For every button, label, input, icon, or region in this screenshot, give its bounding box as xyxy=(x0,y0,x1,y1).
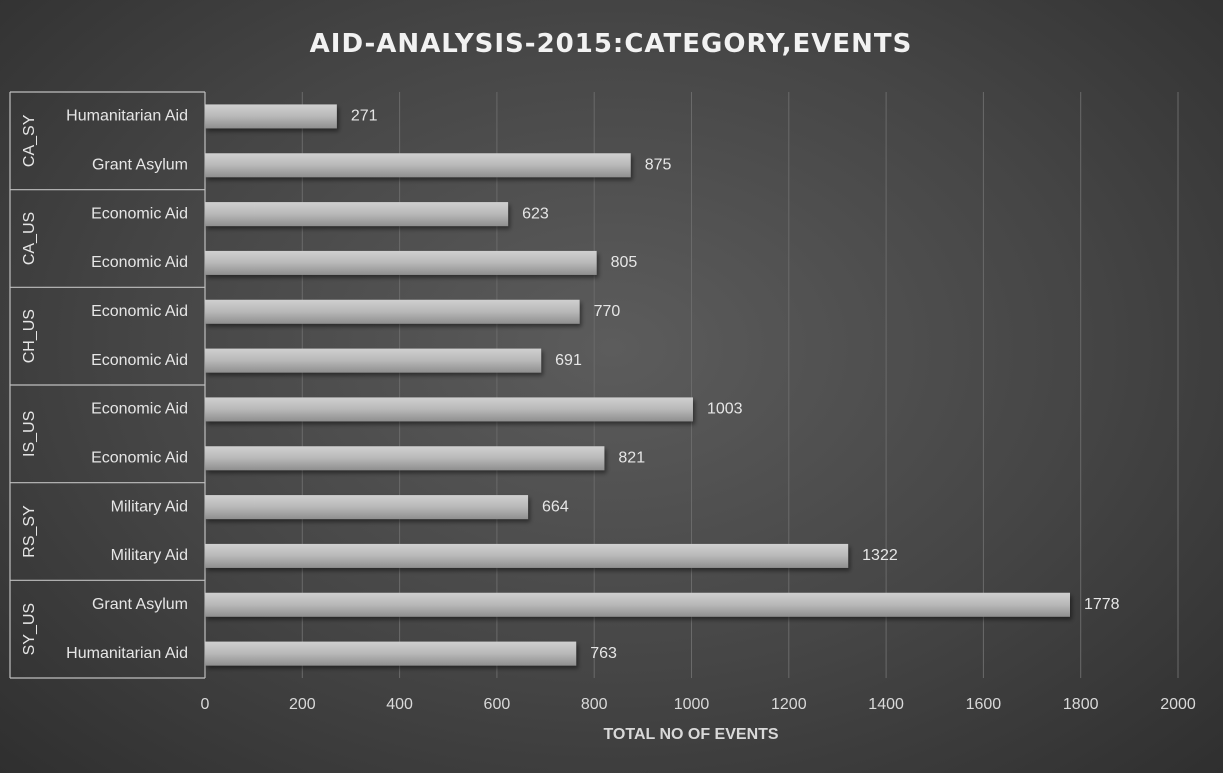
category-label: Grant Asylum xyxy=(92,596,188,613)
x-tick-label: 200 xyxy=(289,696,316,713)
x-tick-label: 1800 xyxy=(1063,696,1099,713)
x-tick-label: 2000 xyxy=(1160,696,1196,713)
x-axis-label: TOTAL NO OF EVENTS xyxy=(603,726,778,743)
group-label: CH_US xyxy=(21,309,38,363)
label-layer: CA_SY CA_US CH_US IS_US RS_SY SY_US Humanitari… xyxy=(21,108,1119,662)
bar xyxy=(205,348,542,373)
category-label: Economic Aid xyxy=(91,352,188,369)
category-label: Economic Aid xyxy=(91,449,188,466)
bar xyxy=(205,104,337,129)
category-label: Economic Aid xyxy=(91,254,188,271)
data-label: 664 xyxy=(542,498,569,515)
bar xyxy=(205,592,1070,617)
data-label: 821 xyxy=(618,449,645,466)
category-label: Military Aid xyxy=(111,547,188,564)
x-tick-label: 800 xyxy=(581,696,608,713)
bar xyxy=(205,446,605,471)
data-label: 1322 xyxy=(862,547,898,564)
group-label: RS_SY xyxy=(21,505,38,558)
group-label: IS_US xyxy=(21,411,38,457)
bar xyxy=(205,543,849,568)
bar xyxy=(205,641,577,666)
chart-title: AID-ANALYSIS-2015:CATEGORY,EVENTS xyxy=(310,29,913,59)
x-tick-label: 400 xyxy=(386,696,413,713)
category-label: Military Aid xyxy=(111,498,188,515)
bar-layer xyxy=(205,104,1070,666)
group-label: CA_SY xyxy=(21,114,38,167)
bar xyxy=(205,153,631,178)
bar xyxy=(205,397,693,422)
x-tick-label: 1000 xyxy=(674,696,710,713)
grid-layer xyxy=(301,92,1179,678)
x-tick-label: 1200 xyxy=(771,696,807,713)
bar xyxy=(205,495,529,520)
data-label: 770 xyxy=(594,303,621,320)
category-label: Humanitarian Aid xyxy=(66,645,188,662)
category-label: Economic Aid xyxy=(91,205,188,222)
category-label: Economic Aid xyxy=(91,303,188,320)
data-label: 805 xyxy=(611,254,638,271)
x-tick-label: 600 xyxy=(484,696,511,713)
category-label: Economic Aid xyxy=(91,401,188,418)
data-label: 875 xyxy=(645,156,672,173)
bar xyxy=(205,250,597,275)
bar xyxy=(205,202,509,227)
bar xyxy=(205,299,580,324)
x-tick-label: 1600 xyxy=(966,696,1002,713)
x-tick-label: 0 xyxy=(201,696,210,713)
group-label: SY_US xyxy=(21,603,38,655)
data-label: 271 xyxy=(351,108,378,125)
data-label: 623 xyxy=(522,205,549,222)
data-label: 763 xyxy=(590,645,617,662)
category-label: Grant Asylum xyxy=(92,156,188,173)
category-label: Humanitarian Aid xyxy=(66,108,188,125)
data-label: 1003 xyxy=(707,401,743,418)
axis-layer: 0 200 400 600 800 1000 1200 1400 1600 1800 2000 xyxy=(9,91,1196,713)
data-label: 1778 xyxy=(1084,596,1120,613)
data-label: 691 xyxy=(555,352,582,369)
x-tick-label: 1400 xyxy=(868,696,904,713)
group-label: CA_US xyxy=(21,212,38,265)
